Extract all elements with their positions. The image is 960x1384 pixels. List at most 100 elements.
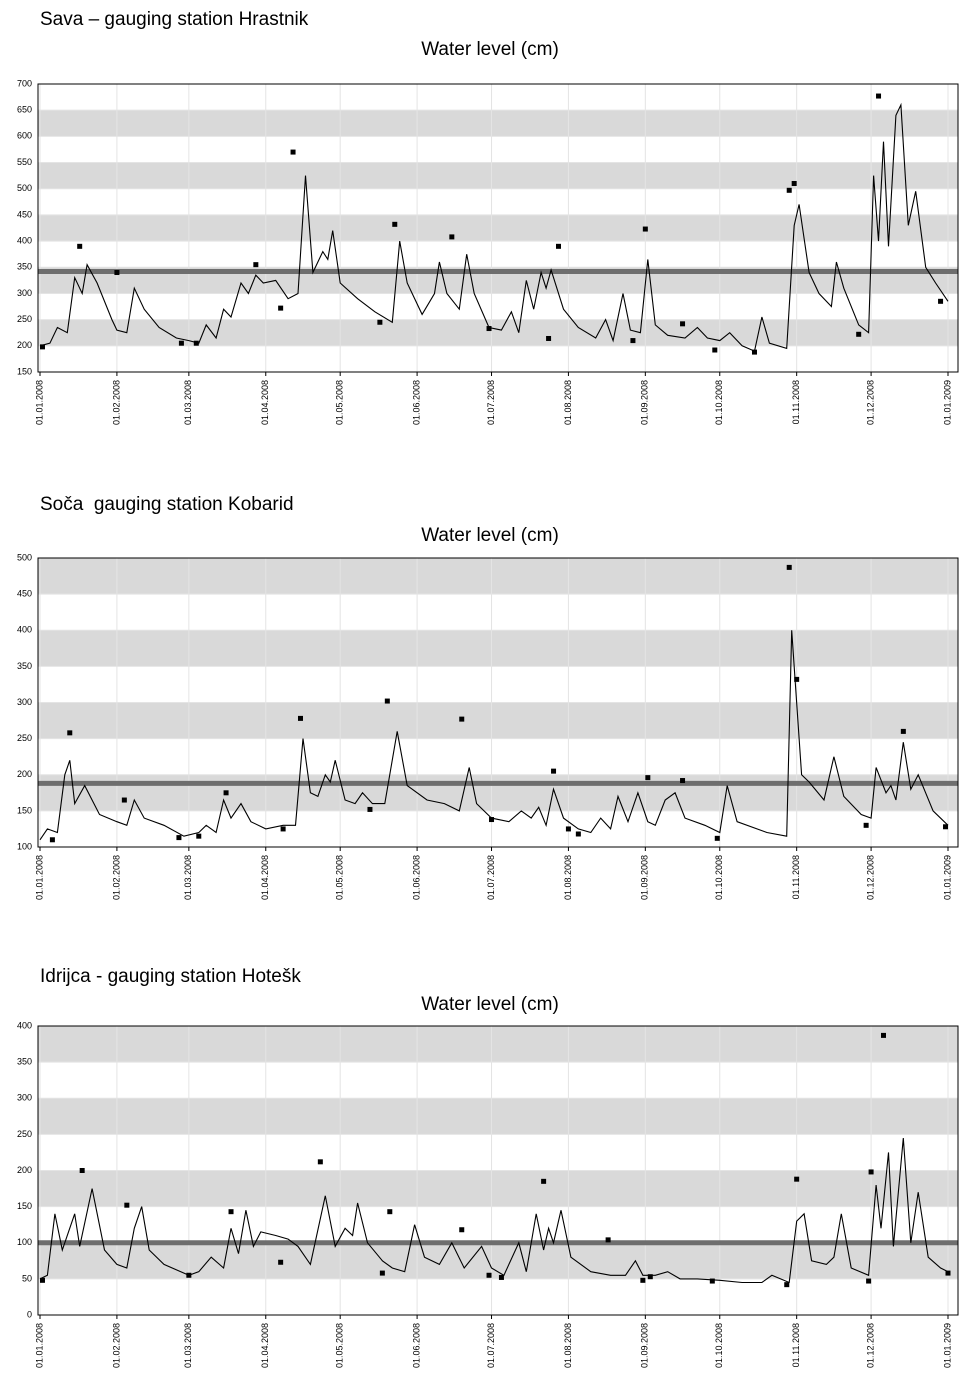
peak-marker <box>642 226 648 232</box>
peak-marker <box>551 768 557 774</box>
x-tick-label: 01.05.2008 <box>335 855 345 900</box>
band <box>38 1098 958 1135</box>
chart-subtitle: Water level (cm) <box>421 994 559 1015</box>
peak-marker <box>114 270 120 276</box>
peak-marker <box>630 338 636 344</box>
peak-marker <box>784 1282 790 1288</box>
x-tick-label: 01.08.2008 <box>563 1323 573 1368</box>
y-tick-label: 100 <box>17 1237 32 1247</box>
peak-marker <box>786 564 792 570</box>
chart-subtitle: Water level (cm) <box>421 39 559 60</box>
peak-marker <box>680 321 686 327</box>
x-tick-label: 01.04.2008 <box>260 855 270 900</box>
peak-marker <box>176 835 182 841</box>
peak-marker <box>392 221 398 227</box>
y-tick-label: 350 <box>17 1057 32 1067</box>
peak-marker <box>223 790 229 796</box>
x-tick-label: 01.01.2008 <box>34 1323 44 1368</box>
peak-marker <box>565 826 571 832</box>
peak-marker <box>278 1259 284 1265</box>
peak-marker <box>489 817 495 823</box>
x-tick-label: 01.11.2008 <box>791 855 801 899</box>
y-tick-label: 400 <box>17 235 32 245</box>
peak-marker <box>379 1270 385 1276</box>
band <box>38 1026 958 1063</box>
x-tick-label: 01.01.2008 <box>34 855 44 900</box>
x-tick-label: 01.12.2008 <box>865 380 875 425</box>
x-tick-label: 01.04.2008 <box>260 380 270 425</box>
peak-marker <box>680 778 686 784</box>
peak-marker <box>945 1270 951 1276</box>
x-tick-label: 01.12.2008 <box>865 1323 875 1368</box>
band <box>38 558 958 595</box>
peak-marker <box>712 347 718 353</box>
y-tick-label: 200 <box>17 340 32 350</box>
y-tick-label: 200 <box>17 1165 32 1175</box>
peak-marker <box>121 797 127 803</box>
x-tick-label: 01.02.2008 <box>111 855 121 900</box>
peak-marker <box>384 698 390 704</box>
y-tick-label: 350 <box>17 262 32 272</box>
peak-marker <box>647 1274 653 1280</box>
x-tick-label: 01.03.2008 <box>183 1323 193 1368</box>
y-tick-label: 200 <box>17 769 32 779</box>
band <box>38 1242 958 1279</box>
peak-marker <box>178 340 184 346</box>
y-tick-label: 450 <box>17 589 32 599</box>
x-tick-label: 01.09.2008 <box>640 1323 650 1368</box>
peak-marker <box>880 1032 886 1038</box>
x-tick-label: 01.06.2008 <box>411 380 421 425</box>
peak-marker <box>575 831 581 837</box>
y-tick-label: 0 <box>27 1309 32 1319</box>
y-tick-label: 700 <box>17 78 32 88</box>
peak-marker <box>709 1278 715 1284</box>
y-tick-label: 250 <box>17 1129 32 1139</box>
peak-marker <box>786 187 792 193</box>
peak-marker <box>367 806 373 812</box>
y-tick-label: 150 <box>17 805 32 815</box>
chart-title: Idrijca - gauging station Hotešk <box>40 966 301 987</box>
y-tick-label: 600 <box>17 131 32 141</box>
peak-marker <box>714 835 720 841</box>
chart-subtitle: Water level (cm) <box>421 525 559 546</box>
x-tick-label: 01.10.2008 <box>714 855 724 900</box>
peak-marker <box>377 319 383 325</box>
peak-marker <box>459 716 465 722</box>
y-tick-label: 50 <box>22 1273 32 1283</box>
plot-frame <box>37 83 959 373</box>
x-tick-label: 01.02.2008 <box>111 380 121 425</box>
x-tick-label: 01.11.2008 <box>791 1323 801 1367</box>
peak-marker <box>856 331 862 337</box>
peak-marker <box>449 234 455 240</box>
peak-marker <box>486 326 492 332</box>
y-tick-label: 250 <box>17 314 32 324</box>
peak-marker <box>900 728 906 734</box>
x-tick-label: 01.06.2008 <box>411 1323 421 1368</box>
y-tick-label: 250 <box>17 733 32 743</box>
x-tick-label: 01.07.2008 <box>486 1323 496 1368</box>
peak-marker <box>546 335 552 341</box>
band <box>38 214 958 242</box>
y-tick-label: 100 <box>17 841 32 851</box>
peak-marker <box>253 262 259 268</box>
peak-marker <box>228 1209 234 1215</box>
peak-marker <box>943 824 949 830</box>
x-tick-label: 01.09.2008 <box>640 855 650 900</box>
peak-marker <box>459 1227 465 1233</box>
peak-marker <box>77 243 83 249</box>
band <box>38 702 958 739</box>
peak-marker <box>938 298 944 304</box>
x-tick-label: 01.09.2008 <box>640 380 650 425</box>
peak-marker <box>290 149 296 155</box>
x-tick-label: 01.01.2008 <box>34 380 44 425</box>
x-tick-label: 01.06.2008 <box>411 855 421 900</box>
peak-marker <box>67 730 73 736</box>
peak-marker <box>863 822 869 828</box>
band <box>38 774 958 811</box>
x-tick-label: 01.11.2008 <box>791 380 801 424</box>
band <box>38 110 958 137</box>
y-tick-label: 400 <box>17 1020 32 1030</box>
peak-marker <box>193 340 199 346</box>
x-tick-label: 01.05.2008 <box>335 380 345 425</box>
peak-marker <box>791 180 797 186</box>
